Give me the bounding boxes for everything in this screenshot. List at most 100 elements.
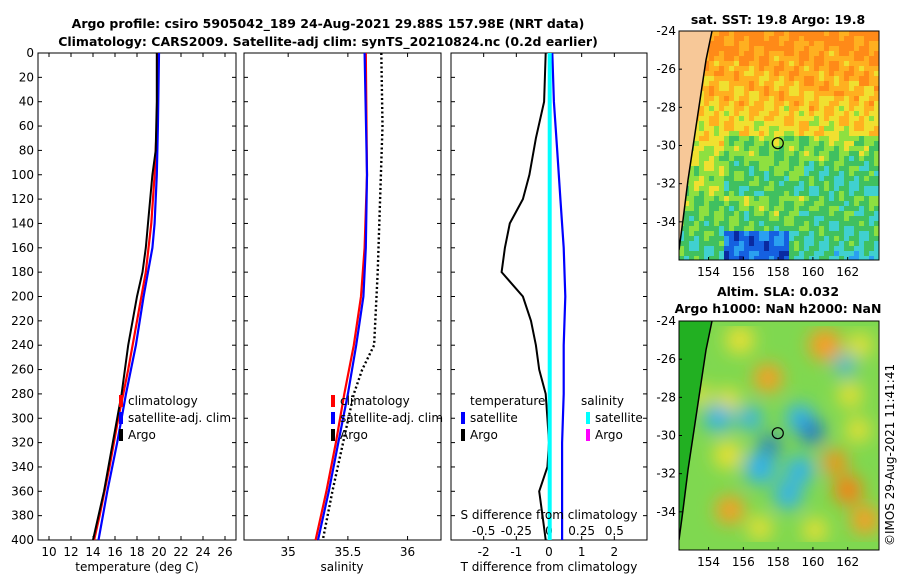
sla-map-title2: Argo h1000: NaN h2000: NaN	[675, 301, 882, 316]
sst-cell	[849, 211, 855, 217]
sst-cell	[749, 211, 755, 217]
map-x-tick-label: 162	[836, 555, 859, 569]
sst-cell	[814, 86, 820, 92]
sst-cell	[709, 46, 715, 52]
sst-cell	[739, 71, 745, 77]
sst-cell	[759, 36, 765, 42]
sst-cell	[684, 241, 690, 247]
sst-cell	[779, 256, 785, 260]
sst-cell	[774, 236, 780, 242]
sst-cell	[809, 61, 815, 67]
sst-cell	[794, 71, 800, 77]
sst-cell	[809, 131, 815, 137]
sst-cell	[759, 161, 765, 167]
sst-cell	[824, 256, 830, 260]
sst-cell	[764, 211, 770, 217]
sst-cell	[699, 221, 705, 227]
sst-cell	[779, 221, 785, 227]
sst-cell	[739, 226, 745, 232]
sst-cell	[874, 206, 879, 212]
sst-cell	[724, 196, 730, 202]
sst-cell	[854, 146, 860, 152]
sst-cell	[764, 31, 770, 37]
sst-cell	[874, 96, 879, 102]
sst-cell	[724, 51, 730, 57]
sst-cell	[744, 146, 750, 152]
sst-cell	[704, 116, 710, 122]
sst-cell	[754, 101, 760, 107]
sst-cell	[859, 61, 865, 67]
sst-cell	[814, 186, 820, 192]
sst-cell	[719, 106, 725, 112]
sst-cell	[734, 86, 740, 92]
sst-cell	[754, 71, 760, 77]
sst-cell	[784, 236, 790, 242]
sst-cell	[749, 176, 755, 182]
sst-cell	[789, 126, 795, 132]
sst-cell	[869, 51, 875, 57]
salinity-panel: 35 35.5 36 salinity climatology satellite-…	[243, 52, 443, 574]
legend-argo-label: Argo	[128, 428, 156, 442]
sst-cell	[854, 256, 860, 260]
sst-cell	[689, 216, 695, 222]
sst-cell	[809, 46, 815, 52]
sst-cell	[734, 236, 740, 242]
temperature-legend: climatology satellite-adj. clim Argo	[119, 394, 231, 442]
sst-cell	[779, 101, 785, 107]
sst-cell	[724, 46, 730, 52]
sst-cell	[799, 201, 805, 207]
sst-cell	[774, 216, 780, 222]
sst-cell	[689, 161, 695, 167]
sst-cell	[809, 146, 815, 152]
sst-cell	[829, 46, 835, 52]
sst-cell	[719, 91, 725, 97]
sst-cell	[774, 161, 780, 167]
sst-cell	[724, 246, 730, 252]
sst-cell	[759, 196, 765, 202]
figure-title-line2: Climatology: CARS2009. Satellite-adj cli…	[58, 34, 598, 50]
sst-cell	[744, 151, 750, 157]
sst-cell	[834, 46, 840, 52]
sst-cell	[839, 191, 845, 197]
sst-cell	[734, 71, 740, 77]
sst-cell	[784, 126, 790, 132]
sst-cell	[839, 216, 845, 222]
sst-cell	[739, 121, 745, 127]
sst-cell	[719, 246, 725, 252]
sst-cell	[799, 181, 805, 187]
sst-cell	[784, 96, 790, 102]
sst-cell	[769, 186, 775, 192]
sst-cell	[754, 51, 760, 57]
sst-cell	[719, 121, 725, 127]
sst-cell	[764, 41, 770, 47]
sst-cell	[864, 251, 870, 257]
sst-cell	[779, 161, 785, 167]
sst-cell	[724, 81, 730, 87]
sla-anomaly-blob	[726, 326, 754, 354]
sst-cell	[799, 191, 805, 197]
sst-cell	[849, 251, 855, 257]
sst-cell	[854, 81, 860, 87]
sst-cell	[754, 121, 760, 127]
sst-cell	[774, 201, 780, 207]
sst-cell	[734, 181, 740, 187]
sla-coastline	[679, 321, 713, 541]
sst-cell	[754, 191, 760, 197]
sst-cell	[799, 176, 805, 182]
sst-cell	[854, 116, 860, 122]
sla-anomaly-blob	[714, 441, 742, 469]
sst-cell	[769, 116, 775, 122]
sst-cell	[769, 56, 775, 62]
legend-temp-argo-label: Argo	[470, 428, 498, 442]
sst-cell	[709, 231, 715, 237]
sst-cell	[774, 76, 780, 82]
sst-cell	[814, 226, 820, 232]
sst-cell	[814, 171, 820, 177]
sst-cell	[864, 166, 870, 172]
sst-cell	[834, 231, 840, 237]
sst-cell	[804, 211, 810, 217]
sst-cell	[874, 41, 879, 47]
sst-cell	[849, 106, 855, 112]
sst-cell	[819, 61, 825, 67]
sst-cell	[759, 231, 765, 237]
